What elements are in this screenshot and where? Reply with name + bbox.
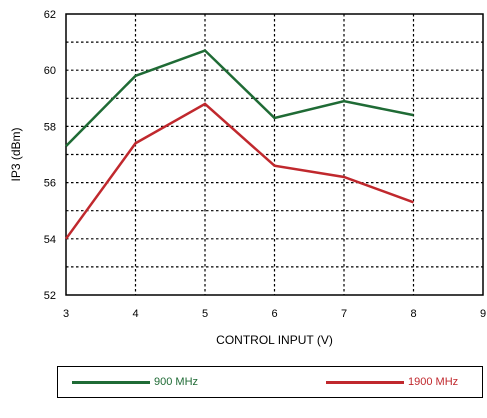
legend-item-1900mhz: 1900 MHz [326, 367, 458, 397]
x-tick-label: 7 [341, 308, 347, 320]
y-tick-label: 52 [44, 290, 56, 302]
series-line-900-mhz [65, 49, 414, 147]
plot-area-frame [65, 13, 484, 296]
legend-item-900mhz: 900 MHz [72, 367, 198, 397]
y-tick-label: 62 [44, 9, 56, 21]
y-tick-label: 60 [44, 65, 56, 77]
y-axis-title: IP3 (dBm) [9, 127, 23, 181]
y-tick-label: 54 [44, 234, 56, 246]
x-axis-title: CONTROL INPUT (V) [216, 333, 333, 347]
x-tick-label: 3 [63, 308, 69, 320]
x-tick-label: 9 [480, 308, 486, 320]
legend-label-1900mhz: 1900 MHz [408, 376, 459, 388]
grid [66, 14, 483, 295]
legend-label-900mhz: 900 MHz [154, 376, 199, 388]
x-tick-labels: 3 4 5 6 7 8 9 [63, 308, 486, 320]
x-tick-label: 4 [132, 308, 138, 320]
y-tick-label: 56 [44, 178, 56, 190]
legend-swatch-1900mhz [326, 380, 404, 384]
x-tick-label: 6 [271, 308, 277, 320]
series-line-1900-mhz [64, 102, 414, 240]
y-tick-label: 58 [44, 121, 56, 133]
legend: 900 MHz 1900 MHz [57, 366, 483, 398]
y-tick-labels: 52 54 56 58 60 62 [44, 9, 56, 302]
x-tick-label: 8 [410, 308, 416, 320]
x-tick-label: 5 [202, 308, 208, 320]
legend-swatch-900mhz [72, 380, 150, 384]
series-group [64, 49, 414, 240]
